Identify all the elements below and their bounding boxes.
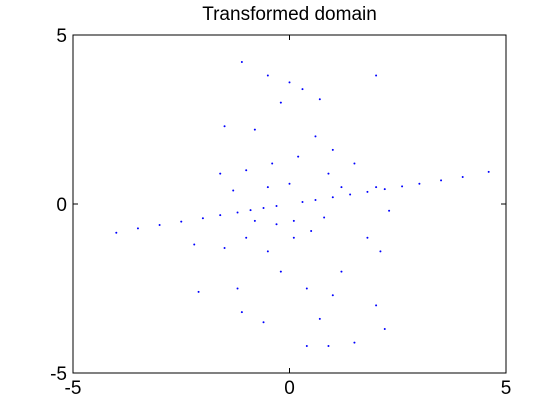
y-tick-label-1: 0: [56, 195, 67, 216]
scatter-point-65: [340, 186, 343, 189]
scatter-point-42: [340, 270, 343, 273]
scatter-point-39: [388, 209, 391, 212]
scatter-point-58: [305, 344, 308, 347]
scatter-point-5: [219, 214, 222, 217]
scatter-point-26: [318, 98, 321, 101]
scatter-point-33: [297, 155, 300, 158]
scatter-point-47: [318, 317, 321, 320]
scatter-point-66: [232, 189, 235, 192]
scatter-point-53: [193, 243, 196, 246]
scatter-point-13: [349, 193, 352, 196]
scatter-point-60: [292, 236, 295, 239]
scatter-point-23: [266, 74, 269, 77]
scatter-point-36: [219, 172, 222, 175]
scatter-point-51: [245, 236, 248, 239]
scatter-point-61: [310, 230, 313, 233]
scatter-point-30: [314, 135, 317, 138]
scatter-point-8: [262, 207, 265, 210]
scatter-point-37: [327, 172, 330, 175]
scatter-point-63: [323, 216, 326, 219]
scatter-point-6: [236, 211, 239, 214]
scatter-point-68: [292, 219, 295, 222]
scatter-point-67: [288, 182, 291, 185]
scatter-point-69: [266, 186, 269, 189]
scatter-point-57: [262, 321, 265, 324]
scatter-point-25: [301, 88, 304, 91]
y-tick-label-0: -5: [50, 364, 67, 385]
scatter-point-43: [331, 294, 334, 297]
scatter-point-28: [253, 128, 256, 131]
scatter-point-54: [197, 290, 200, 293]
scatter-point-32: [353, 162, 356, 165]
scatter-point-2: [158, 223, 161, 226]
scatter-point-4: [201, 217, 204, 220]
scatter-point-55: [236, 287, 239, 290]
scatter-point-38: [375, 186, 378, 189]
y-tick-label-2: 5: [56, 26, 67, 47]
axis-ticks: -5 0 5 -5 0 5: [50, 26, 511, 399]
scatter-point-34: [271, 162, 274, 165]
scatter-point-16: [401, 185, 404, 188]
scatter-point-35: [245, 169, 248, 172]
scatter-point-20: [487, 170, 490, 173]
scatter-points: [115, 61, 490, 347]
scatter-point-52: [223, 246, 226, 249]
scatter-point-56: [240, 311, 243, 314]
scatter-point-31: [331, 148, 334, 151]
scatter-point-12: [331, 196, 334, 199]
chart-title: Transformed domain: [202, 4, 377, 25]
scatter-point-22: [240, 61, 243, 64]
scatter-point-40: [366, 236, 369, 239]
scatter-point-7: [249, 209, 252, 212]
scatter-point-50: [266, 250, 269, 253]
scatter-point-46: [353, 341, 356, 344]
scatter-point-62: [275, 223, 278, 226]
scatter-point-64: [253, 219, 256, 222]
scatter-point-21: [375, 74, 378, 77]
scatter-point-48: [305, 287, 308, 290]
scatter-point-41: [379, 250, 382, 253]
scatter-point-24: [288, 81, 291, 84]
scatter-point-27: [279, 101, 282, 104]
scatter-point-15: [383, 188, 386, 191]
scatter-point-45: [383, 328, 386, 331]
scatter-point-49: [279, 270, 282, 273]
scatter-point-18: [440, 179, 443, 182]
scatter-point-1: [136, 227, 139, 230]
scatter-point-11: [314, 198, 317, 201]
scatter-point-0: [115, 231, 118, 234]
scatter-point-14: [366, 190, 369, 193]
x-tick-label-0: -5: [65, 378, 82, 399]
x-tick-label-2: 5: [501, 378, 512, 399]
scatter-point-19: [461, 175, 464, 178]
x-tick-label-1: 0: [284, 378, 295, 399]
scatter-point-9: [275, 205, 278, 208]
scatter-point-3: [180, 220, 183, 223]
scatter-point-59: [327, 344, 330, 347]
scatter-point-29: [223, 125, 226, 128]
scatter-point-44: [375, 304, 378, 307]
scatter-point-17: [418, 182, 421, 185]
scatter-point-10: [301, 200, 304, 203]
